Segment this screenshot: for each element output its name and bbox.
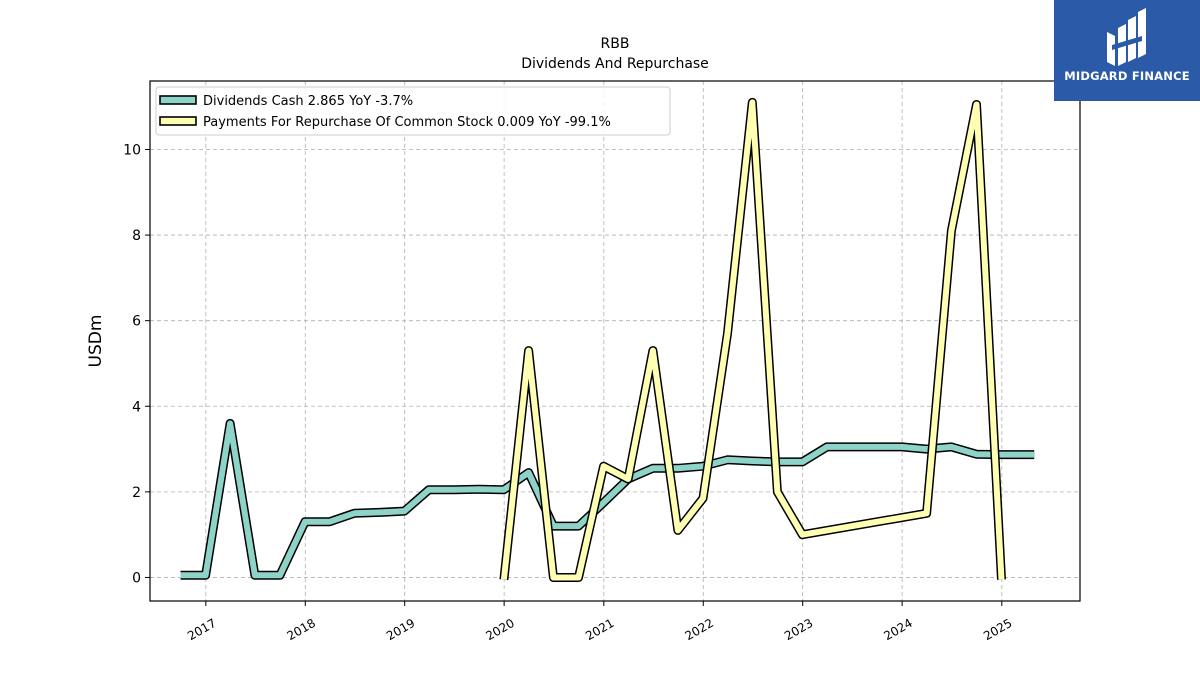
series-2 — [499, 97, 1006, 582]
legend: Dividends Cash 2.865 YoY -3.7% Payments F… — [155, 86, 671, 136]
legend-label: Payments For Repurchase Of Common Stock … — [203, 115, 611, 130]
series-layer — [180, 97, 1035, 582]
y-axis-label: USDm — [86, 315, 106, 368]
legend-swatch — [159, 95, 197, 105]
legend-label: Dividends Cash 2.865 YoY -3.7% — [203, 94, 413, 109]
chart-subtitle: Dividends And Repurchase — [521, 56, 709, 72]
y-tick-label: 6 — [132, 314, 141, 330]
logo-text: MIDGARD FINANCE — [1064, 69, 1190, 83]
legend-swatch — [159, 116, 197, 126]
x-tick-label: 2018 — [285, 616, 318, 643]
y-tick-label: 10 — [123, 142, 141, 158]
midgard-logo-icon — [1107, 8, 1146, 66]
series-line — [180, 420, 1035, 579]
x-tick-label: 2025 — [981, 616, 1014, 643]
x-tick-label: 2021 — [583, 616, 616, 643]
plot-frame — [149, 80, 1081, 602]
y-tick-label: 4 — [132, 399, 141, 415]
legend-box — [155, 86, 671, 136]
x-tick-label: 2020 — [483, 616, 516, 643]
x-tick-label: 2022 — [683, 616, 716, 643]
y-tick-label: 8 — [132, 228, 141, 244]
series-1 — [180, 418, 1035, 580]
y-tick-label: 2 — [132, 485, 141, 501]
x-tick-label: 2023 — [782, 616, 815, 643]
midgard-finance-logo: MIDGARD FINANCE — [1054, 0, 1200, 101]
y-tick-label: 0 — [132, 570, 141, 586]
x-tick-label: 2019 — [384, 616, 417, 643]
x-tick-label: 2024 — [881, 616, 914, 643]
x-tick-label: 2017 — [185, 616, 218, 643]
chart-title: RBB — [601, 36, 630, 52]
series-line — [500, 99, 1005, 581]
